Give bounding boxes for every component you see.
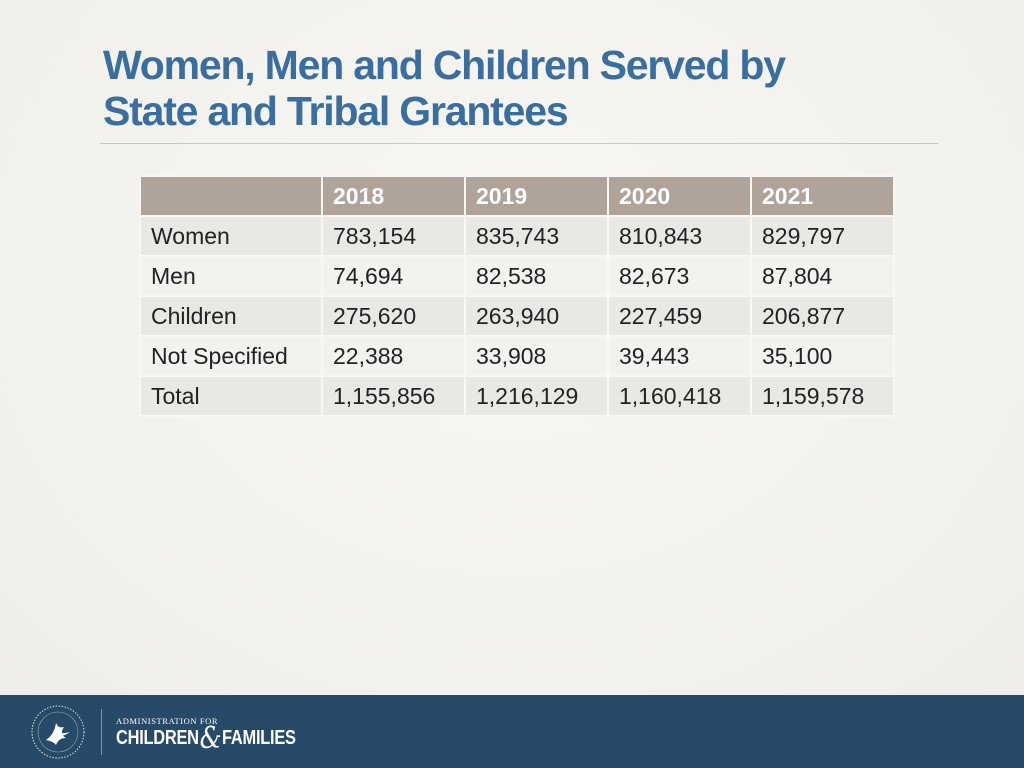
grantees-table: 2018 2019 2020 2021 Women 783,154 835,74…	[139, 175, 895, 417]
table-cell: 22,388	[321, 335, 466, 377]
header-cell-2019: 2019	[464, 175, 609, 217]
table-cell: 1,216,129	[464, 375, 609, 417]
agency-word-families: FAMILIES	[222, 727, 296, 749]
header-cell-blank	[139, 175, 323, 217]
table-cell: 783,154	[321, 215, 466, 257]
slide-title: Women, Men and Children Served by State …	[103, 42, 923, 134]
table-cell: 810,843	[607, 215, 752, 257]
title-divider	[100, 143, 938, 144]
row-label: Total	[139, 375, 323, 417]
table-cell: 829,797	[750, 215, 895, 257]
agency-logo-wordmark: CHILDREN&FAMILIES	[116, 724, 296, 754]
row-label: Not Specified	[139, 335, 323, 377]
agency-name-small: ADMINISTRATION FOR	[116, 716, 219, 726]
slide-title-line-1: Women, Men and Children Served by	[103, 42, 786, 88]
table-cell: 1,155,856	[321, 375, 466, 417]
table-cell: 1,160,418	[607, 375, 752, 417]
table-cell: 35,100	[750, 335, 895, 377]
table-cell: 82,538	[464, 255, 609, 297]
table-cell: 82,673	[607, 255, 752, 297]
table-cell: 275,620	[321, 295, 466, 337]
header-cell-2018: 2018	[321, 175, 466, 217]
table-cell: 263,940	[464, 295, 609, 337]
table-row: Women 783,154 835,743 810,843 829,797	[139, 215, 895, 257]
table-cell: 87,804	[750, 255, 895, 297]
table-cell: 206,877	[750, 295, 895, 337]
footer-bar: ADMINISTRATION FOR CHILDREN&FAMILIES	[0, 695, 1024, 768]
agency-word-children: CHILDREN	[116, 727, 199, 749]
table-cell: 227,459	[607, 295, 752, 337]
table-cell: 39,443	[607, 335, 752, 377]
table-cell: 33,908	[464, 335, 609, 377]
table-cell: 1,159,578	[750, 375, 895, 417]
footer-divider	[101, 709, 102, 755]
table-cell: 74,694	[321, 255, 466, 297]
table-header-row: 2018 2019 2020 2021	[139, 175, 895, 217]
row-label: Women	[139, 215, 323, 257]
table-cell: 835,743	[464, 215, 609, 257]
header-cell-2021: 2021	[750, 175, 895, 217]
hhs-eagle-seal-icon	[31, 705, 85, 759]
slide-title-line-2: State and Tribal Grantees	[103, 88, 569, 134]
table-row-total: Total 1,155,856 1,216,129 1,160,418 1,15…	[139, 375, 895, 417]
agency-ampersand: &	[199, 721, 222, 756]
header-cell-2020: 2020	[607, 175, 752, 217]
table-row: Not Specified 22,388 33,908 39,443 35,10…	[139, 335, 895, 377]
table-row: Children 275,620 263,940 227,459 206,877	[139, 295, 895, 337]
row-label: Men	[139, 255, 323, 297]
row-label: Children	[139, 295, 323, 337]
table-row: Men 74,694 82,538 82,673 87,804	[139, 255, 895, 297]
